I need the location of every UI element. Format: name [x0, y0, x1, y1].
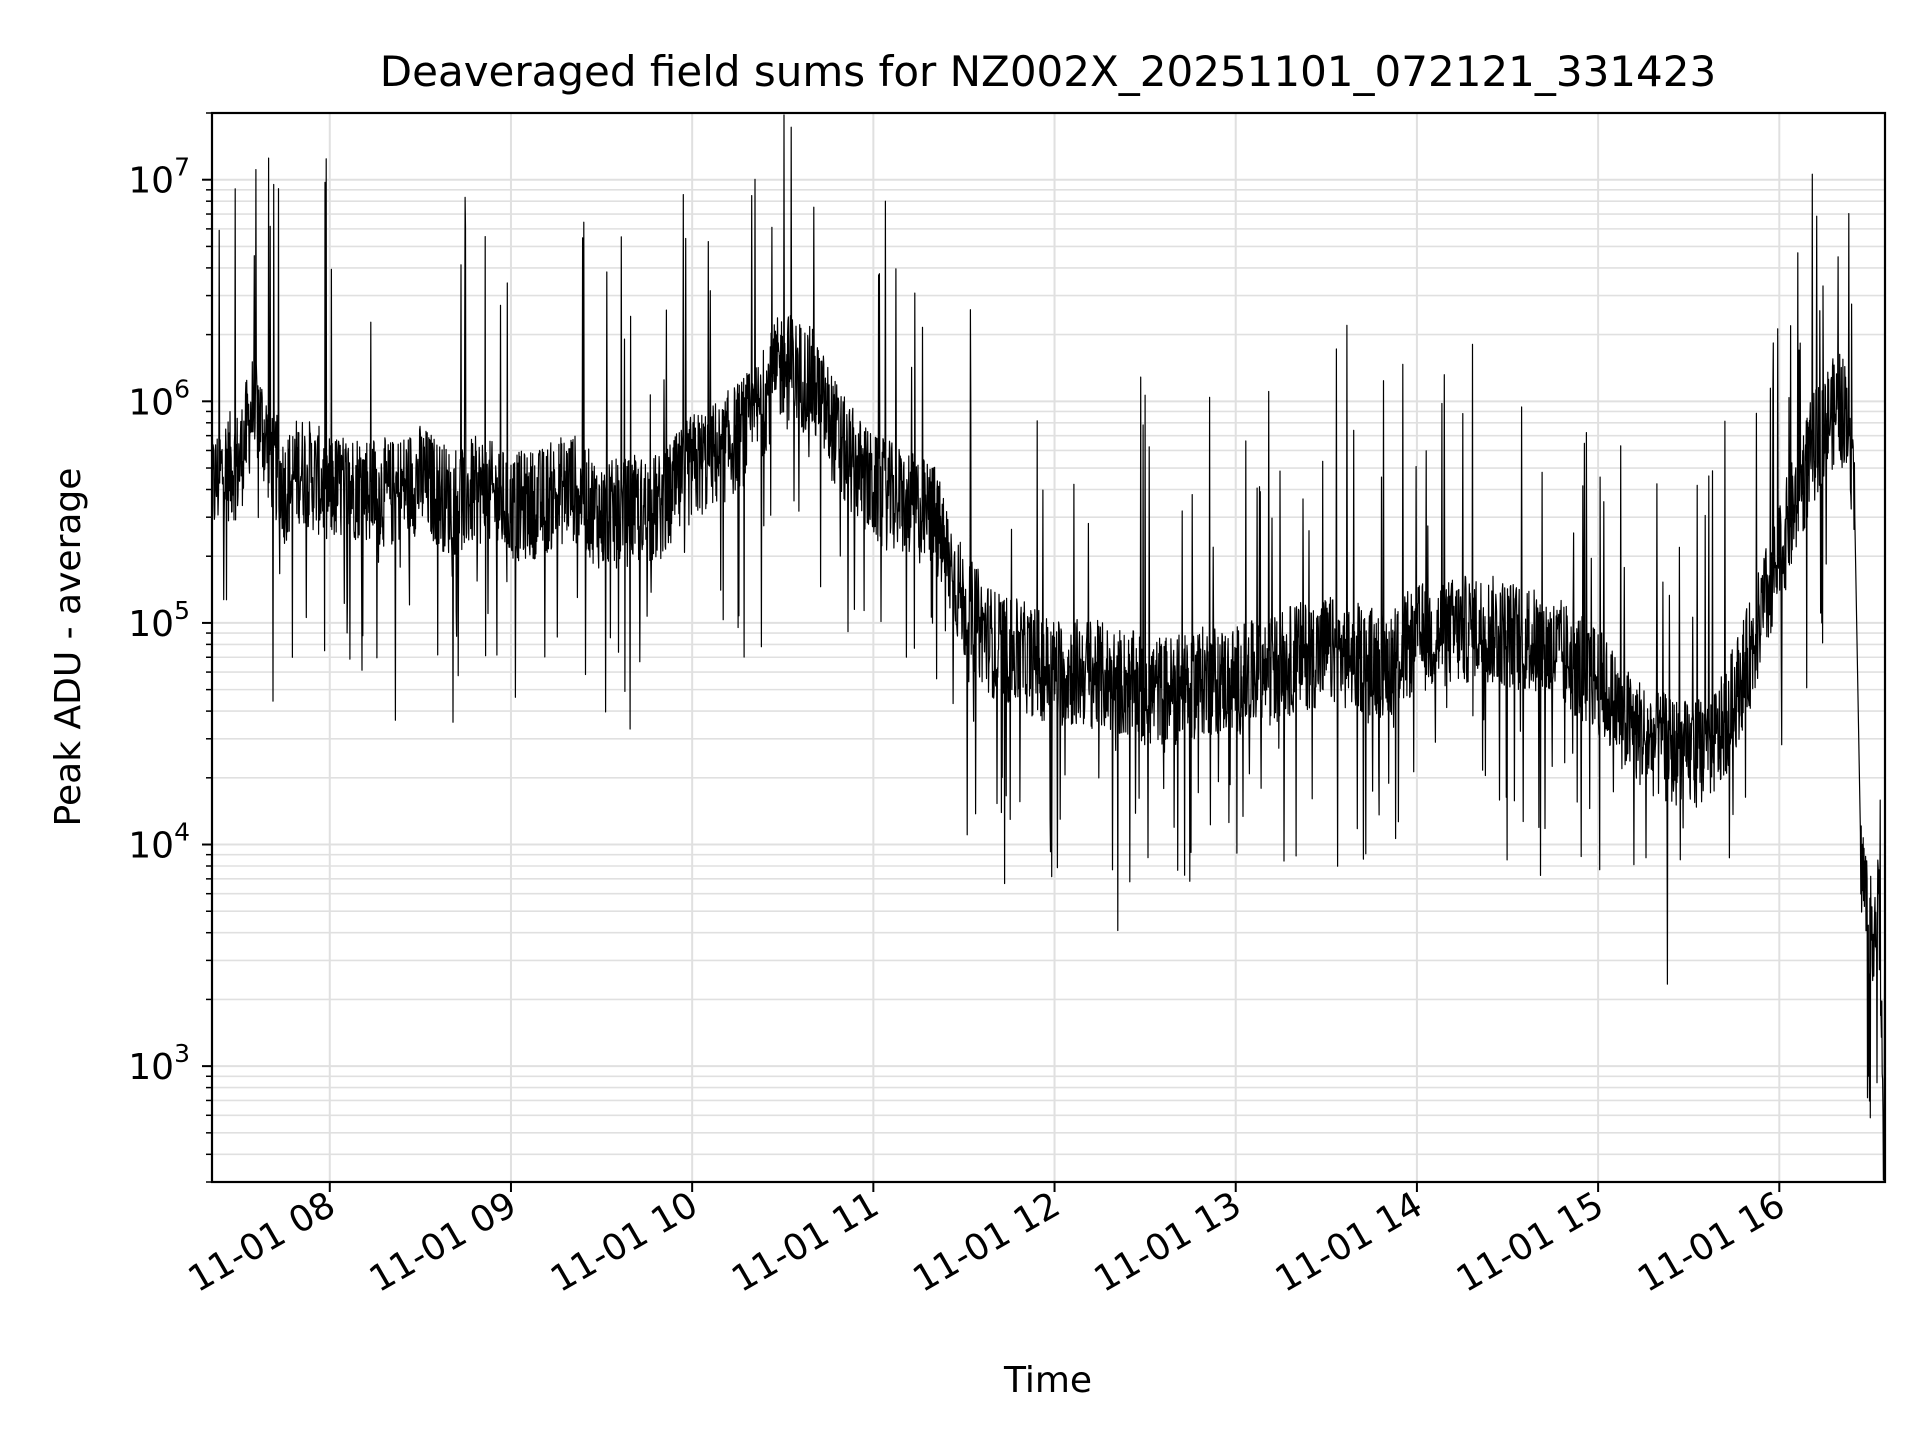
- y-axis-label: Peak ADU - average: [48, 468, 89, 827]
- y-tick-label: 106: [128, 374, 190, 423]
- y-tick-label: 104: [128, 818, 190, 867]
- y-tick-base: 10: [128, 382, 174, 423]
- major-grid: [212, 113, 1885, 1182]
- y-tick-exponent: 4: [174, 818, 190, 847]
- y-tick-label: 105: [128, 596, 190, 645]
- x-axis-label: Time: [1003, 1360, 1092, 1401]
- y-tick-base: 10: [128, 604, 174, 645]
- series-line: [211, 114, 1886, 1181]
- y-tick-base: 10: [128, 1047, 174, 1088]
- y-tick-label: 107: [128, 153, 190, 202]
- y-tick-exponent: 7: [174, 153, 190, 182]
- chart-title: Deaveraged field sums for NZ002X_2025110…: [380, 47, 1716, 96]
- y-tick-exponent: 5: [174, 596, 190, 625]
- y-tick-exponent: 3: [174, 1039, 190, 1068]
- series-layer: [211, 114, 1886, 1181]
- y-tick-base: 10: [128, 826, 174, 867]
- y-tick-base: 10: [128, 161, 174, 202]
- y-tick-label: 103: [128, 1039, 190, 1088]
- plot-frame: [210, 111, 1887, 1184]
- y-tick-exponent: 6: [174, 374, 190, 403]
